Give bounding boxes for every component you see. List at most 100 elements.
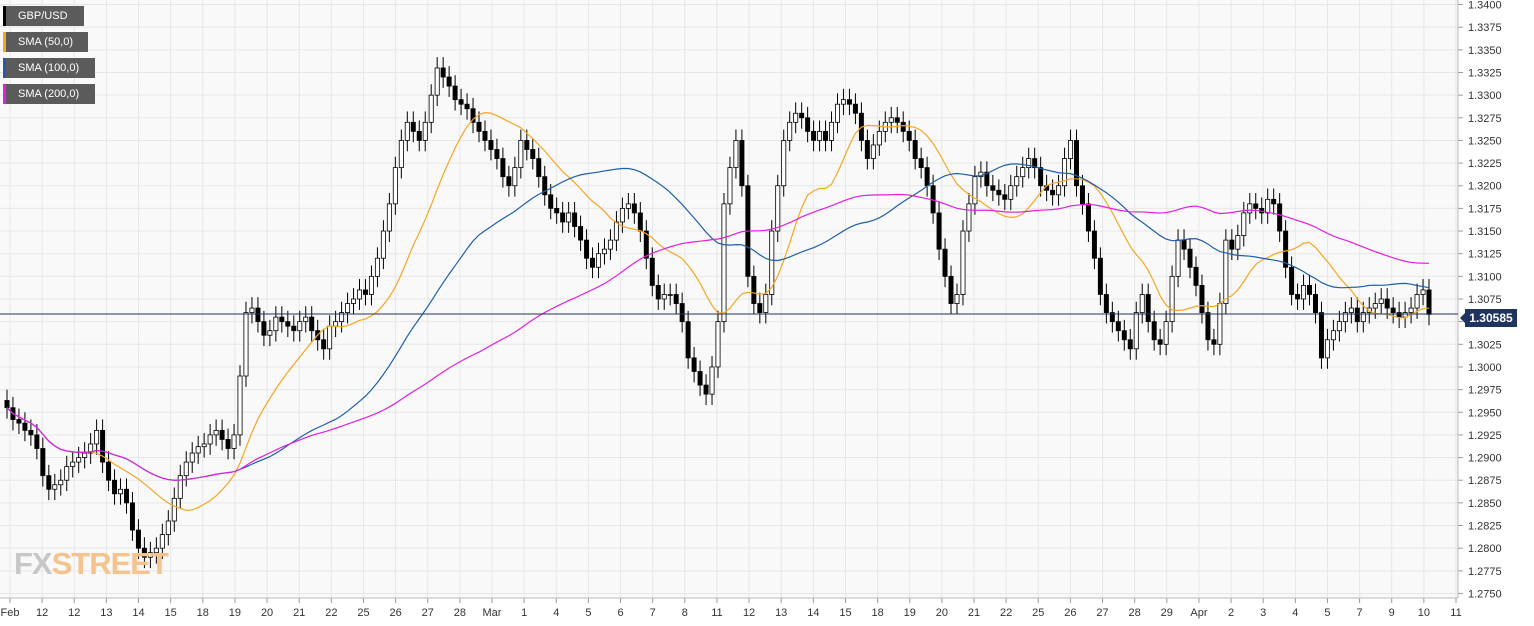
candle-body — [470, 108, 476, 123]
candle-body — [811, 130, 817, 141]
x-tick-label: 11 — [1450, 607, 1461, 619]
candle-body — [619, 207, 625, 223]
candle-body — [52, 484, 58, 490]
candle-body — [1139, 294, 1145, 313]
x-tick-label: Feb — [1, 607, 20, 619]
candle-body — [1336, 321, 1342, 332]
candle-body — [840, 99, 846, 105]
y-tick-label: 1.3375 — [1468, 22, 1502, 34]
candle-body — [1157, 339, 1163, 345]
candle-body — [733, 140, 739, 169]
candle-body — [440, 67, 446, 78]
legend-item-gbpusd[interactable]: GBP/USD — [3, 6, 84, 26]
candle-body — [996, 189, 1002, 196]
candle-body — [601, 248, 607, 255]
x-tick-label: Mar — [483, 607, 502, 619]
legend-label: SMA (200,0) — [18, 88, 80, 100]
candle-body — [852, 103, 858, 114]
legend-label: GBP/USD — [18, 10, 68, 22]
candle-body — [404, 121, 410, 141]
y-tick-label: 1.3075 — [1468, 294, 1502, 306]
x-tick-label: 4 — [1292, 607, 1298, 619]
candle-body — [697, 371, 703, 386]
candle-body — [1271, 198, 1277, 205]
candle-body — [183, 461, 189, 477]
candle-body — [518, 140, 524, 169]
x-tick-label: 21 — [968, 607, 980, 619]
candle-body — [1127, 339, 1133, 350]
candle-body — [1187, 248, 1193, 268]
candle-body — [1181, 239, 1187, 250]
candle-body — [960, 230, 966, 295]
x-tick-label: 19 — [904, 607, 916, 619]
candle-body — [94, 429, 100, 445]
candle-body — [1068, 140, 1074, 159]
candle-body — [685, 321, 691, 359]
y-tick-label: 1.3175 — [1468, 203, 1502, 215]
sma200-line — [6, 193, 1430, 481]
x-tick-label: 8 — [682, 607, 688, 619]
x-tick-label: 12 — [743, 607, 755, 619]
x-tick-label: 27 — [1096, 607, 1108, 619]
candle-body — [906, 130, 912, 141]
candle-body — [787, 121, 793, 141]
candle-body — [1396, 312, 1402, 318]
candle-body — [1426, 289, 1432, 315]
candle-body — [1247, 203, 1253, 214]
x-tick-label: 13 — [100, 607, 112, 619]
legend-item-sma200[interactable]: SMA (200,0) — [3, 84, 95, 104]
candle-body — [1229, 239, 1235, 250]
candle-body — [1056, 185, 1062, 196]
candle-body — [1420, 289, 1426, 295]
y-tick-label: 1.2850 — [1468, 498, 1502, 510]
y-tick-label: 1.3125 — [1468, 249, 1502, 261]
candle-body — [751, 275, 757, 304]
candle-body — [1235, 235, 1241, 250]
candle-body — [165, 520, 171, 535]
candle-body — [1390, 307, 1396, 313]
candle-body — [775, 185, 781, 232]
candle-body — [846, 99, 852, 105]
x-tick-label: 20 — [261, 607, 273, 619]
candle-body — [1175, 239, 1181, 277]
candle-body — [1265, 198, 1271, 214]
candle-body — [1121, 330, 1127, 341]
candle-body — [327, 325, 333, 350]
x-tick-label: 27 — [422, 607, 434, 619]
y-tick-label: 1.2800 — [1468, 543, 1502, 555]
x-tick-label: 22 — [1000, 607, 1012, 619]
candle-body — [261, 321, 267, 336]
x-tick-label: 4 — [553, 607, 559, 619]
candle-body — [189, 452, 195, 463]
candle-body — [488, 140, 494, 150]
x-tick-label: 18 — [871, 607, 883, 619]
y-tick-label: 1.2925 — [1468, 430, 1502, 442]
candle-body — [135, 529, 141, 549]
candle-body — [655, 285, 661, 300]
x-tick-label: 15 — [165, 607, 177, 619]
x-tick-label: 3 — [1260, 607, 1266, 619]
candle-body — [966, 203, 972, 232]
candle-body — [1020, 167, 1026, 178]
candle-body — [16, 419, 22, 424]
candle-body — [362, 289, 368, 295]
candle-body — [58, 479, 64, 486]
candle-body — [1324, 339, 1330, 359]
candle-body — [1307, 285, 1313, 295]
candle-body — [297, 321, 303, 332]
candle-body — [243, 312, 249, 377]
candle-body — [1241, 212, 1247, 236]
candle-body — [1014, 176, 1020, 187]
fxstreet-logo: FXSTREET — [14, 546, 169, 582]
candle-body — [1103, 294, 1109, 313]
candle-body — [584, 239, 590, 259]
legend-item-sma50[interactable]: SMA (50,0) — [3, 32, 88, 52]
candle-body — [213, 429, 219, 436]
candle-body — [368, 275, 374, 295]
legend-item-sma100[interactable]: SMA (100,0) — [3, 58, 95, 78]
x-tick-label: 2 — [1228, 607, 1234, 619]
candle-body — [141, 547, 147, 558]
candle-body — [536, 158, 542, 178]
candle-body — [613, 221, 619, 241]
candle-body — [942, 248, 948, 277]
